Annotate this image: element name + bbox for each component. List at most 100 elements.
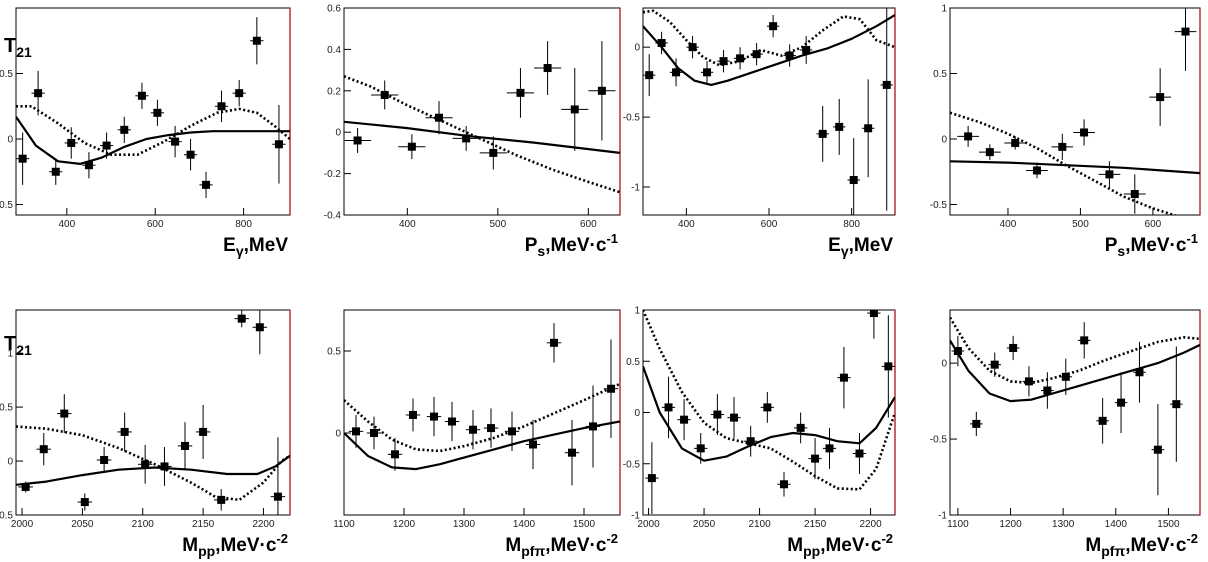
y-tick-label: -1 [631, 183, 640, 194]
data-point [799, 35, 813, 64]
point-marker [703, 68, 712, 77]
point-marker [645, 71, 654, 80]
data-point [717, 49, 730, 73]
point-marker [785, 51, 794, 60]
x-axis-label-sup: -1 [606, 231, 618, 246]
data-point [506, 68, 535, 118]
model-curve-solid [344, 120, 620, 154]
point-marker [869, 310, 878, 318]
plot-frame [949, 7, 1201, 216]
model-curve-dashed [344, 382, 620, 453]
point-marker [763, 403, 772, 412]
x-axis-label: Ps,MeV·c-1 [1105, 231, 1198, 259]
data-point [31, 70, 45, 116]
point-marker [1172, 400, 1181, 409]
x-axis-label-unit: ,MeV·c [820, 535, 882, 556]
x-axis-label-unit: ,MeV·c [545, 235, 607, 256]
y-tick-label: 0.5 [626, 357, 640, 368]
data-point [564, 419, 580, 486]
data-point [710, 394, 725, 436]
x-axis-label-unit: ,MeV·c [215, 535, 277, 556]
data-point [733, 47, 747, 70]
data-point [272, 104, 286, 184]
x-axis-label-main: P [1105, 235, 1118, 256]
y-tick-label: 0.5 [0, 403, 13, 414]
data-point [1149, 68, 1172, 126]
x-axis-label-sub: pfπ [1101, 543, 1125, 559]
data-point [504, 411, 520, 452]
data-point [585, 385, 601, 468]
data-point [1051, 133, 1074, 160]
data-point [694, 433, 708, 464]
x-axis-label-unit: ,MeV [849, 235, 894, 256]
data-point [970, 411, 983, 437]
point-marker [171, 137, 180, 146]
point-marker [60, 409, 69, 418]
x-axis-label-sub: pfπ [521, 543, 545, 559]
model-curve-dashed [16, 105, 290, 156]
x-tick-label: 500 [1072, 219, 1089, 230]
point-marker [516, 88, 525, 97]
point-marker [51, 167, 60, 176]
x-axis-label-sup: -1 [1186, 231, 1198, 246]
data-point [546, 323, 562, 363]
y-axis-label-main: T [4, 35, 16, 57]
x-tick-label: 1300 [453, 519, 476, 530]
point-marker [409, 410, 417, 419]
point-marker [680, 415, 689, 424]
point-marker [407, 142, 416, 151]
point-marker [100, 455, 109, 464]
model-curve-dashed [950, 111, 1179, 215]
data-point [783, 44, 796, 67]
plot-frame [642, 309, 896, 516]
point-marker [217, 495, 226, 504]
point-marker [199, 427, 208, 436]
point-marker [550, 338, 558, 347]
data-point [183, 139, 198, 171]
x-axis-label-sub: pp [803, 543, 820, 559]
x-axis-label-sup: -2 [1186, 531, 1198, 546]
data-point [270, 437, 286, 515]
y-tick-label: 0 [7, 135, 13, 146]
point-marker [849, 176, 858, 185]
model-curve-solid [344, 420, 620, 471]
data-point [957, 125, 979, 147]
x-axis-label: Ps,MeV·c-1 [525, 231, 618, 259]
point-marker [160, 462, 169, 471]
point-marker [811, 454, 820, 463]
y-tick-label: 0.5 [933, 69, 947, 80]
y-tick-label: -0.5 [623, 459, 641, 470]
data-point [1026, 162, 1048, 179]
x-tick-label: 800 [843, 219, 860, 230]
data-point [177, 422, 193, 470]
y-tick-label: 0 [7, 457, 13, 468]
data-point [137, 444, 153, 484]
x-axis-label: Eγ,MeV [828, 235, 893, 259]
data-point [117, 116, 131, 143]
x-tick-label: 1100 [947, 519, 969, 530]
point-marker [730, 413, 739, 422]
point-marker [1117, 398, 1126, 407]
x-axis-label: Mpfπ,MeV·c-2 [505, 531, 618, 559]
point-marker [597, 86, 606, 95]
x-axis-label-sub: s [537, 243, 545, 259]
point-marker [964, 132, 973, 141]
point-marker [391, 450, 399, 459]
point-marker [237, 314, 246, 323]
data-point [444, 401, 460, 442]
data-point [199, 171, 213, 198]
data-point [465, 410, 481, 450]
x-axis-label-main: E [828, 235, 841, 256]
data-point [727, 397, 741, 439]
point-marker [884, 362, 893, 371]
y-tick-label: 0 [335, 128, 341, 139]
point-marker [255, 323, 264, 332]
point-marker [779, 480, 788, 489]
x-tick-label: 1400 [1105, 519, 1128, 530]
x-tick-label: 400 [1000, 219, 1017, 230]
y-tick-label: 0 [634, 43, 640, 54]
data-point [645, 442, 659, 514]
model-curve-solid [643, 14, 895, 86]
